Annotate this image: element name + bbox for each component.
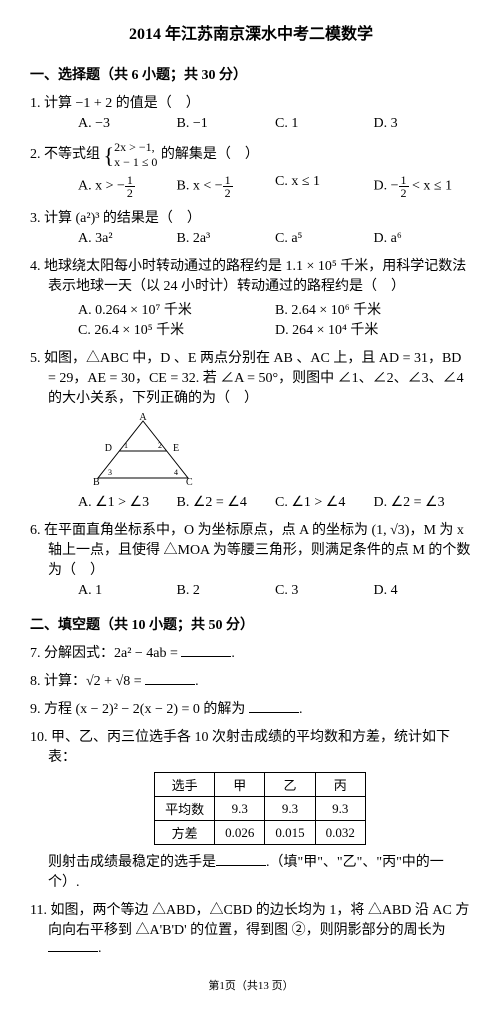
q2-D: D. −12 < x ≤ 1 [374,174,473,199]
svg-text:B: B [93,477,100,488]
q11: 11. 如图，两个等边 △ABD，△CBD 的边长均为 1，将 △ABD 沿 A… [30,899,472,957]
q2-stem: 2. 不等式组 { 2x > −1, x − 1 ≤ 0 的解集是（ ） [30,147,259,162]
q3-stem: 3. 计算 (a²)³ 的结果是（ ） [30,211,201,226]
q4-choices: A. 0.264 × 10⁷ 千米 B. 2.64 × 10⁶ 千米 C. 26… [48,299,472,339]
q2-B-pre: B. x < − [177,179,223,194]
q4-A: A. 0.264 × 10⁷ 千米 [78,299,275,319]
q5-stem: 5. 如图，△ABC 中，D 、E 两点分别在 AB 、AC 上，且 AD = … [30,351,464,406]
q2-D-pre: D. − [374,179,399,194]
q1-stem: 1. 计算 −1 + 2 的值是（ ） [30,96,200,111]
th-a: 甲 [215,773,265,797]
stats-table: 选手 甲 乙 丙 平均数 9.3 9.3 9.3 方差 0.026 0.015 … [154,772,366,845]
q1-A: A. −3 [78,116,177,132]
r1c2: 9.3 [265,797,315,821]
q2-line1: 2x > −1, [114,140,155,154]
q3-choices: A. 3a² B. 2a³ C. a⁵ D. a⁶ [48,231,472,247]
q4-stem: 4. 地球绕太阳每小时转动通过的路程约是 1.1 × 10⁵ 千米，用科学记数法… [30,259,466,294]
q7: 7. 分解因式：2a² − 4ab = . [30,642,472,662]
q4-D: D. 264 × 10⁴ 千米 [275,319,472,339]
q6-D: D. 4 [374,583,473,599]
q11-stem: 11. 如图，两个等边 △ABD，△CBD 的边长均为 1，将 △ABD 沿 A… [30,903,469,938]
q4-C: C. 26.4 × 10⁵ 千米 [78,319,275,339]
q4: 4. 地球绕太阳每小时转动通过的路程约是 1.1 × 10⁵ 千米，用科学记数法… [30,255,472,339]
q3-C: C. a⁵ [275,231,374,247]
svg-text:1: 1 [124,441,128,450]
page-title: 2014 年江苏南京溧水中考二模数学 [30,20,472,44]
q6-choices: A. 1 B. 2 C. 3 D. 4 [48,583,472,599]
frac-den: 2 [399,187,409,199]
q7-stem: 7. 分解因式：2a² − 4ab = [30,646,181,661]
blank [216,853,266,866]
blank [249,700,299,713]
blank [145,672,195,685]
blank [48,939,98,952]
brace-icon: { [104,150,115,161]
svg-text:E: E [173,443,179,454]
frac-den: 2 [223,187,233,199]
svg-text:3: 3 [108,468,112,477]
q8-stem: 8. 计算：√2 + √8 = [30,674,145,689]
triangle-diagram: A D E B C 1 2 3 4 [88,413,198,488]
q2-prefix: 2. 不等式组 [30,147,100,162]
svg-text:4: 4 [174,468,178,477]
page-footer: 第1页（共13 页） [30,977,472,993]
svg-text:C: C [186,477,193,488]
q2-line2: x − 1 ≤ 0 [114,155,157,169]
q5-A: A. ∠1 > ∠3 [78,494,177,511]
q1-choices: A. −3 B. −1 C. 1 D. 3 [48,116,472,132]
q6-C: C. 3 [275,583,374,599]
q2-suffix: 的解集是（ ） [161,147,259,162]
svg-text:2: 2 [158,441,162,450]
q6-A: A. 1 [78,583,177,599]
q1-B: B. −1 [177,116,276,132]
q1: 1. 计算 −1 + 2 的值是（ ） A. −3 B. −1 C. 1 D. … [30,92,472,132]
blank [181,644,231,657]
q9: 9. 方程 (x − 2)² − 2(x − 2) = 0 的解为 . [30,698,472,718]
q4-B: B. 2.64 × 10⁶ 千米 [275,299,472,319]
q10-stem: 10. 甲、乙、丙三位选手各 10 次射击成绩的平均数和方差，统计如下表： [30,730,450,765]
r2c2: 0.015 [265,821,315,845]
r2c3: 0.032 [315,821,365,845]
q6-stem: 6. 在平面直角坐标系中，O 为坐标原点，点 A 的坐标为 (1, √3)，M … [30,523,470,578]
q2-B: B. x < −12 [177,174,276,199]
th-c: 丙 [315,773,365,797]
q5: 5. 如图，△ABC 中，D 、E 两点分别在 AB 、AC 上，且 AD = … [30,347,472,511]
q2-D-suf: < x ≤ 1 [409,179,453,194]
r1c0: 平均数 [155,797,215,821]
q5-B: B. ∠2 = ∠4 [177,494,276,511]
q6: 6. 在平面直角坐标系中，O 为坐标原点，点 A 的坐标为 (1, √3)，M … [30,519,472,599]
svg-text:D: D [105,443,112,454]
r2c0: 方差 [155,821,215,845]
q5-D: D. ∠2 = ∠3 [374,494,473,511]
q1-D: D. 3 [374,116,473,132]
th-b: 乙 [265,773,315,797]
q10-tail: 则射击成绩最稳定的选手是 [48,855,216,870]
q3-B: B. 2a³ [177,231,276,247]
q5-choices: A. ∠1 > ∠3 B. ∠2 = ∠4 C. ∠1 > ∠4 D. ∠2 =… [48,494,472,511]
q3-D: D. a⁶ [374,231,473,247]
q1-C: C. 1 [275,116,374,132]
q2-A-pre: A. x > − [78,179,125,194]
q2: 2. 不等式组 { 2x > −1, x − 1 ≤ 0 的解集是（ ） A. … [30,140,472,199]
r2c1: 0.026 [215,821,265,845]
q6-B: B. 2 [177,583,276,599]
q2-C: C. x ≤ 1 [275,174,374,199]
q2-choices: A. x > −12 B. x < −12 C. x ≤ 1 D. −12 < … [48,174,472,199]
q5-C: C. ∠1 > ∠4 [275,494,374,511]
r1c1: 9.3 [215,797,265,821]
section1-header: 一、选择题（共 6 小题；共 30 分） [30,64,472,84]
q8: 8. 计算：√2 + √8 = . [30,670,472,690]
svg-text:A: A [139,413,147,423]
q3-A: A. 3a² [78,231,177,247]
th-player: 选手 [155,773,215,797]
frac-den: 2 [125,187,135,199]
r1c3: 9.3 [315,797,365,821]
section2-header: 二、填空题（共 10 小题；共 50 分） [30,614,472,634]
q3: 3. 计算 (a²)³ 的结果是（ ） A. 3a² B. 2a³ C. a⁵ … [30,207,472,247]
q10: 10. 甲、乙、丙三位选手各 10 次射击成绩的平均数和方差，统计如下表： 选手… [30,726,472,891]
q2-A: A. x > −12 [78,174,177,199]
q9-stem: 9. 方程 (x − 2)² − 2(x − 2) = 0 的解为 [30,702,249,717]
q11-suf: . [98,941,102,956]
